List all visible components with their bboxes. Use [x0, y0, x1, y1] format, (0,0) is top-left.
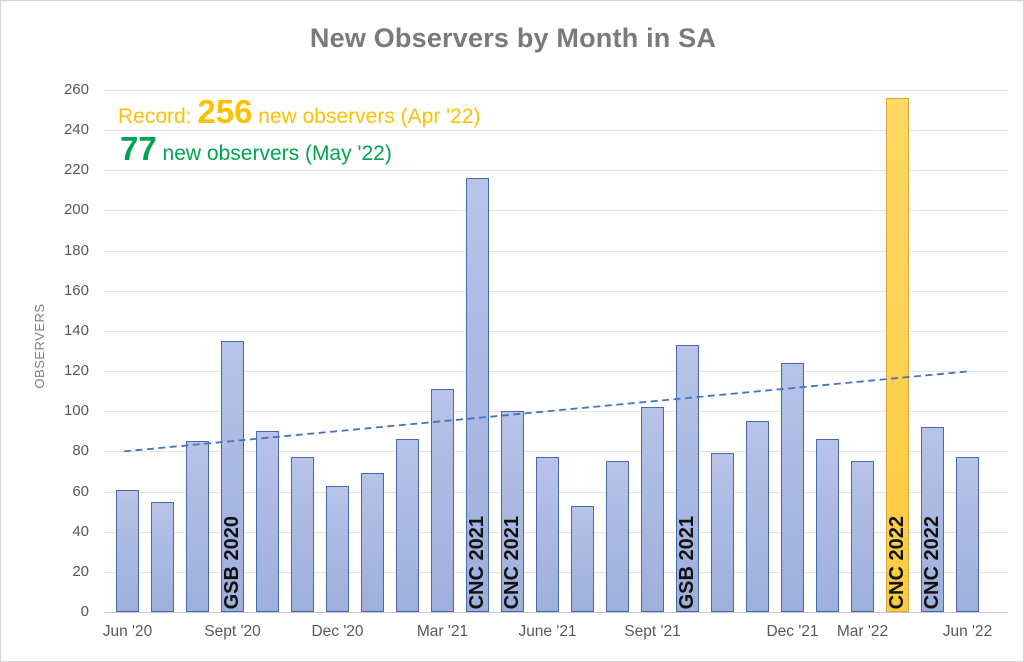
y-tick-label: 240 — [63, 121, 89, 139]
bar — [396, 439, 419, 612]
x-tick-label: June '21 — [518, 623, 577, 640]
bar — [606, 461, 629, 612]
x-tick-label: Jun '20 — [102, 623, 153, 640]
chart-title: New Observers by Month in SA — [309, 23, 717, 53]
latest-annotation-suffix: new observers (May '22) — [156, 142, 392, 165]
gridline — [104, 170, 1008, 172]
gridline — [104, 90, 1008, 91]
record-annotation: Record: 256 new observers (Apr '22) — [118, 93, 481, 131]
trendline — [123, 370, 972, 453]
bar — [921, 427, 944, 612]
bar — [746, 421, 769, 612]
bar — [956, 457, 979, 612]
x-tick-label: Sept '20 — [204, 623, 261, 640]
bar — [711, 453, 734, 612]
bar — [151, 501, 174, 612]
y-tick-label: 60 — [72, 482, 89, 500]
bar — [536, 457, 559, 612]
bar — [361, 473, 384, 612]
bar — [676, 344, 699, 612]
bar — [256, 431, 279, 612]
y-tick-label: 140 — [63, 321, 89, 339]
bar — [501, 411, 524, 612]
y-tick-label: 200 — [63, 201, 89, 219]
bar — [851, 461, 874, 612]
y-tick-label: 100 — [63, 402, 89, 420]
x-tick-label: Jun '22 — [942, 623, 993, 640]
plot-area: GSB 2020 CNC 2021 CNC 2021 GSB 2021 CNC 2022… — [104, 90, 1008, 613]
x-axis-line — [104, 612, 1008, 613]
gridline — [104, 411, 1008, 413]
bar — [781, 363, 804, 612]
x-tick-label: Dec '21 — [766, 623, 819, 640]
y-tick-label: 20 — [72, 562, 89, 580]
y-axis-tick-labels: 0 20 40 60 80 100 120 140 160 180 200 220 240 260 — [1, 81, 89, 620]
highlight-bar — [886, 98, 909, 612]
y-tick-label: 0 — [80, 603, 89, 620]
gridline — [104, 130, 1008, 132]
y-tick-label: 40 — [72, 522, 89, 540]
x-tick-label: Mar '21 — [416, 623, 469, 640]
gridline — [104, 210, 1008, 212]
bar — [221, 340, 244, 612]
y-tick-label: 120 — [63, 362, 89, 380]
y-tick-label: 180 — [63, 241, 89, 259]
gridline — [104, 330, 1008, 332]
record-annotation-prefix: Record: — [118, 105, 198, 128]
gridline — [104, 451, 1008, 453]
bar — [326, 485, 349, 612]
y-tick-label: 260 — [63, 81, 89, 98]
bar — [816, 439, 839, 612]
x-tick-label: Sept '21 — [624, 623, 681, 640]
gridline — [104, 290, 1008, 292]
gridline — [104, 371, 1008, 373]
record-annotation-suffix: new observers (Apr '22) — [252, 105, 481, 128]
latest-annotation-value: 77 — [120, 130, 157, 167]
latest-annotation: 77 new observers (May '22) — [120, 130, 392, 168]
bar — [291, 457, 314, 612]
bar — [466, 178, 489, 612]
x-tick-label: Dec '20 — [311, 623, 364, 640]
record-annotation-value: 256 — [197, 93, 253, 130]
bar — [431, 389, 454, 612]
y-tick-label: 160 — [63, 281, 89, 299]
y-tick-label: 80 — [72, 442, 89, 460]
bar — [186, 441, 209, 612]
x-axis-tick-labels: Jun '20 Sept '20 Dec '20 Mar '21 June '21 Sep… — [103, 621, 1008, 647]
bar — [641, 407, 664, 612]
x-tick-label: Mar '22 — [836, 623, 889, 640]
bar — [116, 489, 139, 612]
gridline — [104, 250, 1008, 252]
y-tick-label: 220 — [63, 161, 89, 179]
bar — [571, 505, 594, 612]
